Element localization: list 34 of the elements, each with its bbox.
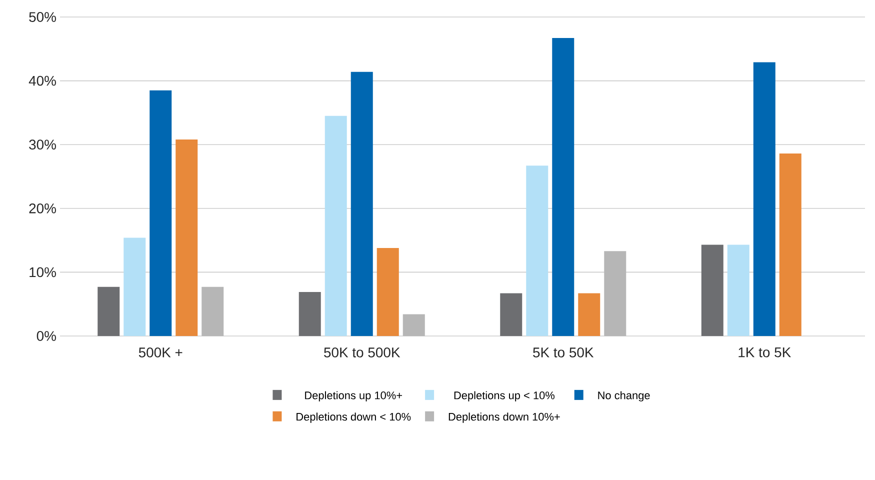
bar xyxy=(727,244,750,336)
bar xyxy=(604,251,626,336)
bar xyxy=(176,139,198,336)
bar xyxy=(402,314,425,336)
x-tick-label: 5K to 50K xyxy=(533,348,594,358)
bar xyxy=(701,244,724,336)
y-tick-label: 10% xyxy=(30,267,56,278)
legend-label: No change xyxy=(598,391,650,402)
bar xyxy=(350,72,373,336)
y-tick-label: 30% xyxy=(29,140,56,150)
y-tick-label: 20% xyxy=(29,203,56,214)
bar xyxy=(298,292,321,336)
bar xyxy=(376,248,399,336)
bar xyxy=(753,62,776,336)
bar xyxy=(98,286,120,336)
bar xyxy=(779,154,802,336)
x-tick-label: 50K to 500K xyxy=(324,348,400,358)
bar xyxy=(324,116,347,336)
bar xyxy=(552,38,574,336)
bar xyxy=(202,286,224,336)
y-tick-label: 40% xyxy=(28,76,56,86)
y-tick-label: 50% xyxy=(29,12,56,22)
legend-label: Depletions up 10%+ xyxy=(305,391,402,402)
bar xyxy=(578,293,600,336)
bar xyxy=(500,293,522,336)
legend-label: Depletions up < 10% xyxy=(454,391,554,402)
legend-label: Depletions down 10%+ xyxy=(448,412,560,423)
y-tick-label: 0% xyxy=(36,331,56,341)
x-tick-label: 500K + xyxy=(138,348,182,358)
legend-label: Depletions down < 10% xyxy=(296,412,411,423)
bar xyxy=(150,90,172,336)
bar xyxy=(526,166,548,336)
x-tick-label: 1K to 5K xyxy=(738,348,791,358)
bar xyxy=(124,238,146,336)
